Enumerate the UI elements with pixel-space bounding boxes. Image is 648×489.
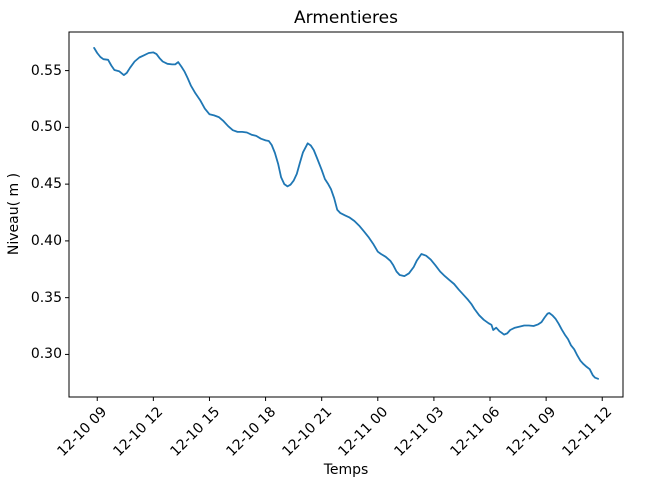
y-tick-label: 0.50 — [30, 119, 62, 136]
chart-title: Armentieres — [294, 8, 398, 28]
niveau-line — [93, 47, 599, 380]
tick-marks — [65, 70, 603, 401]
y-tick-label: 0.35 — [30, 289, 62, 306]
x-axis-label: Temps — [323, 462, 369, 478]
y-tick-label: 0.30 — [30, 346, 62, 363]
plot-area — [68, 31, 624, 398]
y-tick-label: 0.45 — [30, 176, 62, 193]
y-tick-label: 0.55 — [30, 62, 62, 79]
y-tick-label: 0.40 — [30, 232, 62, 249]
